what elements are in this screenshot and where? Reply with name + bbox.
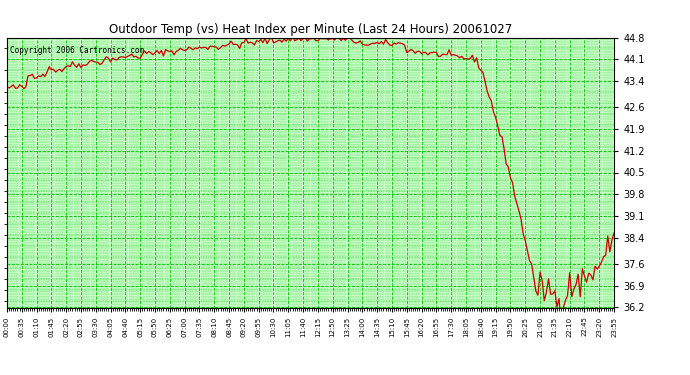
Text: Copyright 2006 Cartronics.com: Copyright 2006 Cartronics.com [10, 46, 144, 55]
Title: Outdoor Temp (vs) Heat Index per Minute (Last 24 Hours) 20061027: Outdoor Temp (vs) Heat Index per Minute … [109, 23, 512, 36]
